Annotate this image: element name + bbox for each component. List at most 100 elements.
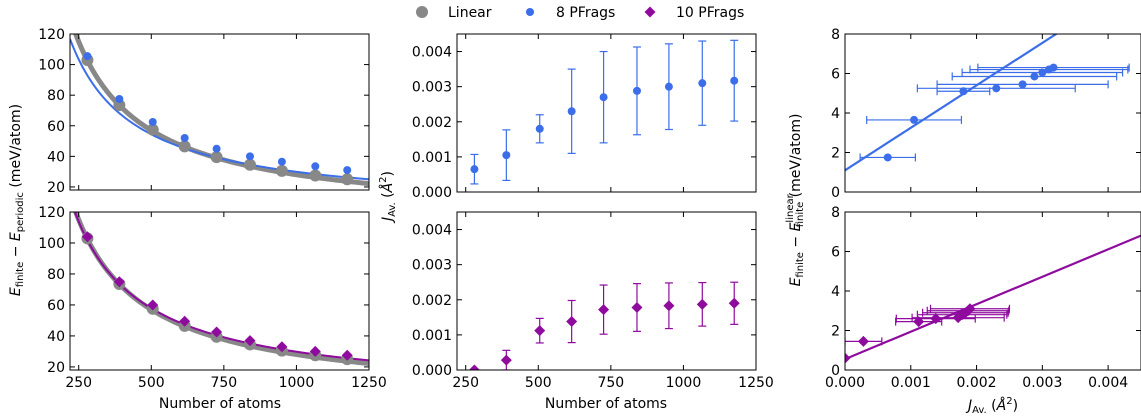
data-point (470, 165, 479, 174)
y-tick-label: 0.003 (412, 80, 452, 96)
y-tick-label: 40 (47, 149, 65, 165)
data-point (146, 123, 159, 136)
x-tick-label: 1250 (351, 375, 387, 391)
y-tick-label: 20 (47, 180, 65, 196)
x-tick-label: 500 (525, 375, 552, 391)
left-y-label: Efinite − Eperiodic (meV/atom) (8, 104, 26, 296)
plot-area (70, 34, 369, 187)
x-tick-label: 0.003 (1022, 375, 1062, 391)
x-tick-label: 0.001 (891, 375, 931, 391)
y-tick-label: 2 (831, 324, 840, 340)
data-point (276, 341, 288, 353)
y-tick-label: 100 (38, 236, 65, 252)
data-point (115, 95, 124, 103)
axes-frame (456, 211, 757, 371)
y-tick-label: 60 (47, 119, 65, 135)
data-point (309, 345, 321, 357)
data-point (883, 153, 892, 162)
data-point (211, 326, 223, 338)
x-tick-label: 0.002 (957, 375, 997, 391)
mid-y-label: JAv. (Å2) (378, 171, 398, 224)
data-point (535, 124, 544, 133)
y-tick-label: 2 (831, 146, 840, 162)
data-point (277, 157, 286, 166)
data-point (148, 117, 157, 126)
y-tick-label: 40 (47, 329, 65, 345)
data-point (180, 134, 189, 142)
legend-marker (526, 8, 534, 16)
y-tick-label: 0.001 (412, 150, 452, 166)
data-point (599, 93, 608, 102)
data-point (663, 300, 675, 312)
axes-frame (69, 33, 370, 191)
panel-bottom-left: 250 500 750 1000 1250 20 40 60 80 100 120 (38, 205, 387, 391)
data-point (930, 313, 942, 325)
data-point (83, 52, 92, 61)
y-tick-label: 6 (831, 67, 840, 83)
data-point (1038, 68, 1047, 77)
x-tick-label: 1250 (738, 375, 774, 391)
panel-top-left: 20 40 60 80 100 120 (38, 27, 370, 196)
data-point (664, 82, 673, 91)
data-point (696, 298, 708, 310)
data-point (534, 325, 546, 337)
data-point (178, 140, 191, 153)
data-point (147, 299, 159, 311)
y-tick-label: 0.004 (412, 223, 452, 239)
axes-frame (456, 33, 757, 193)
y-tick-label: 100 (38, 58, 65, 74)
x-tick-label: 1000 (666, 375, 702, 391)
data-point (502, 151, 511, 160)
x-tick-label: 750 (597, 375, 624, 391)
data-point (632, 86, 641, 95)
y-tick-label: 60 (47, 298, 65, 314)
plot-area (470, 39, 739, 185)
data-point (113, 276, 125, 288)
y-tick-label: 0.002 (412, 293, 452, 309)
panel-bottom-right: 0.000 0.001 0.002 0.003 0.004 0 2 4 6 8 (825, 205, 1141, 391)
y-tick-label: 0.000 (412, 363, 452, 379)
data-point (113, 99, 126, 112)
right-x-label: JAv. (Å2) (965, 396, 1018, 416)
y-tick-label: 0.001 (412, 328, 452, 344)
panel-top-right: 0 2 4 6 8 (831, 27, 1141, 201)
y-tick-label: 8 (831, 205, 840, 221)
legend: Linear 8 PFrags 10 PFrags (416, 5, 744, 21)
y-tick-label: 0.002 (412, 115, 452, 131)
data-point (728, 297, 740, 309)
data-point (631, 302, 643, 314)
plot-area (468, 281, 740, 370)
plot-area (845, 234, 1141, 364)
data-point (179, 315, 191, 327)
y-tick-label: 120 (38, 27, 65, 43)
legend-item: 8 PFrags (526, 5, 615, 21)
y-tick-label: 0.004 (412, 45, 452, 61)
y-tick-label: 4 (831, 284, 840, 300)
data-point (1049, 63, 1058, 72)
panel-bottom-mid: 250 500 750 1000 1250 0.000 0.001 0.002 0.003 0.0… (412, 211, 774, 391)
data-point (857, 335, 869, 347)
data-point (212, 144, 221, 153)
y-tick-label: 20 (47, 360, 65, 376)
x-tick-label: 250 (452, 375, 479, 391)
fit-line (845, 34, 1059, 172)
x-tick-label: 750 (210, 375, 237, 391)
data-point (964, 303, 976, 315)
axes-frame (69, 211, 370, 371)
x-tick-label: 250 (65, 375, 92, 391)
data-point (244, 335, 256, 347)
y-tick-label: 0 (831, 185, 840, 201)
data-point (992, 84, 1001, 93)
data-point (245, 152, 254, 161)
y-tick-label: 80 (47, 88, 65, 104)
data-point (81, 231, 93, 243)
data-point (730, 76, 739, 85)
data-point (566, 316, 578, 328)
fit-line (845, 234, 1141, 361)
data-point (698, 79, 707, 88)
legend-marker (416, 6, 428, 18)
y-tick-label: 0.003 (412, 258, 452, 274)
plot-area (845, 34, 1130, 172)
x-tick-label: 0.004 (1088, 375, 1128, 391)
